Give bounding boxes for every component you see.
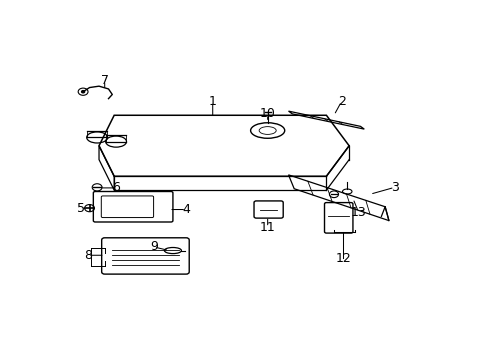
Text: 5: 5	[77, 202, 84, 215]
Text: 7: 7	[101, 74, 108, 87]
Text: 9: 9	[150, 240, 158, 253]
Text: 4: 4	[182, 203, 190, 216]
Text: 12: 12	[335, 252, 350, 265]
Text: 10: 10	[259, 107, 275, 120]
Text: 11: 11	[259, 221, 275, 234]
Text: 6: 6	[112, 181, 120, 194]
Text: 3: 3	[390, 181, 398, 194]
Text: 8: 8	[84, 249, 92, 262]
Text: 1: 1	[208, 95, 216, 108]
Text: 13: 13	[350, 206, 366, 219]
Circle shape	[81, 91, 84, 93]
Text: 2: 2	[337, 95, 345, 108]
